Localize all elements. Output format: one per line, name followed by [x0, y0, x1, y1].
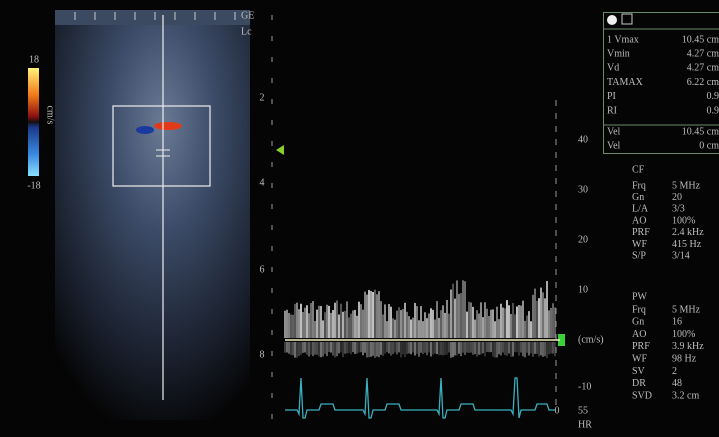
param-value: 16: [672, 317, 682, 328]
param-value: 4.27 cm: [687, 48, 719, 59]
param-label: SV: [632, 366, 646, 377]
param-value: 5 MHz: [672, 180, 701, 191]
spectrum: [285, 280, 555, 358]
param-value: 10.45 cm: [682, 34, 719, 45]
color-unit: cm/s: [45, 106, 56, 125]
param-label: WF: [632, 353, 647, 364]
focus-marker: [276, 145, 284, 155]
param-value: 48: [672, 378, 682, 389]
param-label: RI: [607, 105, 617, 116]
param-value: 3/3: [672, 204, 685, 215]
param-value: 3.9 kHz: [672, 341, 704, 352]
param-value: 0.9: [707, 91, 719, 102]
param-label: Gn: [632, 192, 644, 203]
param-value: 2.4 kHz: [672, 227, 704, 238]
param-value: 5 MHz: [672, 304, 701, 315]
velocity-tick-label: 30: [578, 184, 588, 195]
depth-label: 4: [260, 177, 265, 188]
measure-icon: [607, 15, 617, 25]
param-label: Frq: [632, 304, 646, 315]
color-flow-blue: [136, 126, 154, 134]
depth-label: 8: [260, 349, 265, 360]
param-value: 415 Hz: [672, 239, 702, 250]
velocity-tick-label: -10: [578, 381, 591, 392]
pw-title: PW: [632, 291, 648, 302]
brand: GE: [241, 10, 254, 21]
color-bar: [28, 68, 39, 176]
param-label: WF: [632, 239, 647, 250]
param-value: 0 cm: [699, 140, 719, 151]
param-label: Vd: [607, 63, 619, 74]
param-label: S/P: [632, 250, 646, 261]
hr-label: HR: [578, 419, 592, 430]
param-label: PRF: [632, 227, 650, 238]
probe: Lc: [241, 26, 252, 37]
param-label: Frq: [632, 180, 646, 191]
param-label: TAMAX: [607, 77, 644, 88]
velocity-tick-label: 10: [578, 284, 588, 295]
b-mode-image: [55, 25, 250, 420]
param-label: PRF: [632, 341, 650, 352]
param-label: 1 Vmax: [607, 34, 639, 45]
param-label: Vel: [607, 126, 621, 137]
probe-bar: [55, 10, 250, 25]
display: GE Lc 18 cm/s -18 (cm/s) 0 55 HR CF PW 2…: [0, 0, 719, 437]
param-label: AO: [632, 329, 646, 340]
ultrasound-screen: GE Lc 18 cm/s -18 (cm/s) 0 55 HR CF PW 2…: [0, 0, 719, 437]
velocity-zero: 0: [555, 405, 560, 416]
param-value: 100%: [672, 215, 695, 226]
color-max: 18: [29, 54, 39, 65]
velocity-tick-label: 20: [578, 234, 588, 245]
ecg-trace: [285, 378, 555, 418]
param-value: 6.22 cm: [687, 77, 719, 88]
color-min: -18: [27, 180, 40, 191]
param-label: AO: [632, 215, 646, 226]
param-value: 3/14: [672, 250, 690, 261]
color-flow-red: [154, 122, 182, 130]
param-label: PI: [607, 91, 616, 102]
param-value: 2: [672, 366, 677, 377]
param-value: 100%: [672, 329, 695, 340]
param-label: Gn: [632, 317, 644, 328]
param-value: 98 Hz: [672, 353, 697, 364]
velocity-tick-label: 40: [578, 134, 588, 145]
hr-value: 55: [578, 405, 588, 416]
depth-label: 6: [260, 264, 265, 275]
depth-label: 2: [260, 92, 265, 103]
param-label: Vel: [607, 140, 621, 151]
param-value: 0.9: [707, 105, 719, 116]
param-label: Vmin: [607, 48, 630, 59]
param-value: 10.45 cm: [682, 126, 719, 137]
param-label: DR: [632, 378, 646, 389]
param-label: L/A: [632, 204, 649, 215]
measure-icon-box: [622, 14, 632, 24]
param-label: SVD: [632, 390, 652, 401]
velocity-unit: (cm/s): [578, 334, 604, 345]
param-value: 20: [672, 192, 682, 203]
cf-title: CF: [632, 164, 645, 175]
param-value: 4.27 cm: [687, 63, 719, 74]
param-value: 3.2 cm: [672, 390, 699, 401]
